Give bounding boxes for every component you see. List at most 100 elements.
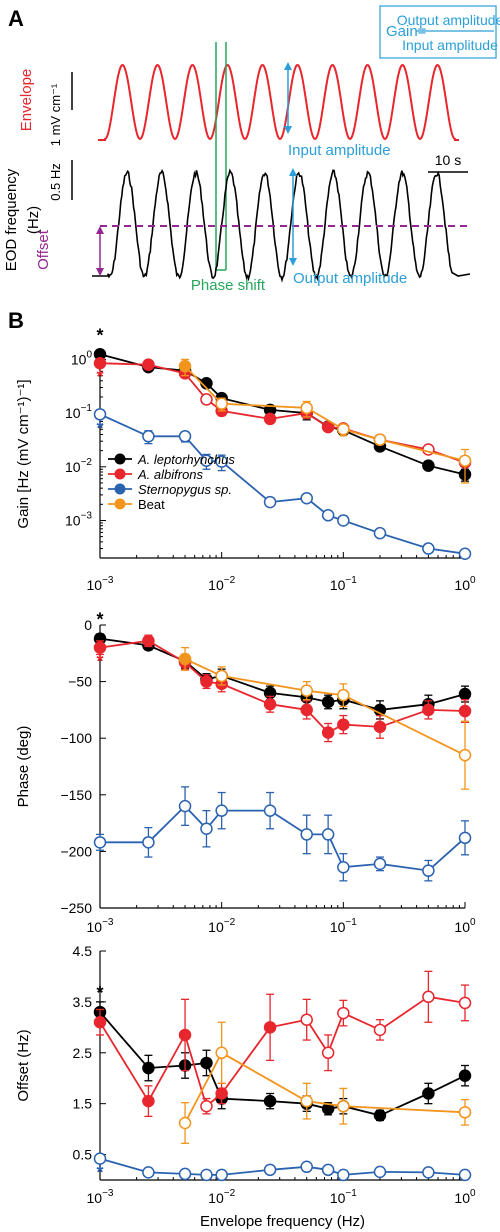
data-point — [458, 996, 472, 1010]
data-point — [321, 509, 335, 522]
legend-marker — [114, 453, 126, 465]
data-point — [142, 836, 155, 849]
series-line — [184, 365, 466, 462]
legend-label: Sternopygus sp. — [138, 482, 232, 497]
data-point — [178, 799, 192, 813]
data-point — [200, 1056, 213, 1070]
y-tick-label: 100 — [71, 349, 93, 367]
y-tick-label: 10−3 — [65, 510, 92, 528]
data-point — [422, 459, 435, 472]
x-tick-label: 10−1 — [330, 575, 357, 593]
gain-formula-numerator: Output amplitude — [397, 12, 500, 28]
series-line — [99, 1157, 466, 1176]
significance-star: * — [96, 325, 103, 345]
legend-item: Beat — [108, 497, 165, 512]
data-point — [142, 1094, 155, 1108]
eod-scale-label: 0.5 Hz — [48, 163, 63, 201]
data-point — [422, 1087, 435, 1100]
data-point — [337, 718, 350, 731]
data-point — [422, 703, 435, 717]
x-axis-label: Envelope frequency (Hz) — [200, 1213, 365, 1230]
data-point — [422, 864, 435, 877]
data-point — [263, 412, 277, 426]
data-point — [215, 455, 228, 468]
series-line — [100, 804, 466, 872]
data-point — [142, 1061, 155, 1075]
data-point — [373, 1165, 387, 1179]
data-point — [93, 1152, 107, 1165]
data-point — [200, 1099, 213, 1113]
legend-label: Beat — [138, 497, 165, 512]
y-tick-label: 3.5 — [73, 994, 93, 1010]
x-tick-label: 10−3 — [87, 1188, 114, 1206]
data-point — [373, 526, 387, 540]
data-point — [337, 1006, 350, 1020]
data-point — [300, 401, 313, 415]
data-point — [300, 1094, 313, 1108]
data-point — [458, 1168, 472, 1182]
data-point — [200, 1168, 213, 1182]
data-point — [458, 1069, 472, 1082]
significance-star: * — [96, 367, 103, 387]
data-point — [373, 1109, 387, 1122]
y-tick-label: −100 — [60, 730, 92, 746]
significance-star: * — [96, 610, 103, 630]
time-scale-label: 10 s — [435, 152, 461, 168]
envelope-label: Envelope — [18, 69, 35, 132]
data-point — [337, 688, 350, 702]
series-3 — [178, 1021, 472, 1145]
data-point — [215, 669, 228, 683]
y-tick-label: 10−2 — [65, 457, 92, 475]
data-point — [300, 828, 313, 841]
legend-marker — [114, 498, 126, 510]
data-point — [337, 514, 350, 527]
y-tick-label: 1.5 — [73, 1096, 93, 1112]
y-tick-label: −250 — [60, 900, 92, 916]
offset-label: Offset — [35, 229, 52, 270]
data-point — [321, 420, 335, 434]
data-point — [93, 408, 107, 421]
legend-label: A. albifrons — [137, 467, 204, 482]
data-point — [321, 726, 335, 739]
output-amplitude-arrow — [289, 168, 297, 266]
y-axis-label: Offset (Hz) — [15, 1029, 32, 1101]
data-point — [200, 393, 213, 406]
data-point — [142, 1166, 155, 1179]
data-point — [458, 454, 472, 467]
x-tick-label: 10−2 — [208, 917, 235, 935]
y-tick-label: 0.5 — [73, 1147, 93, 1163]
y-tick-label: 10−1 — [65, 403, 92, 421]
data-point — [178, 652, 192, 666]
data-point — [458, 547, 472, 560]
legend-item: A. leptorhynchus — [108, 452, 235, 467]
data-point — [263, 804, 277, 817]
y-tick-label: −50 — [68, 674, 92, 690]
eod-frequency-unit: (Hz) — [25, 206, 42, 234]
output-amplitude-label: Output amplitude — [293, 270, 407, 287]
gain-formula-box: Gain= Output amplitude Input amplitude — [379, 5, 500, 59]
data-point — [178, 359, 192, 373]
data-point — [200, 675, 213, 688]
data-point — [337, 860, 350, 874]
data-point — [422, 542, 435, 555]
gain-chart: 10−3 10−2 10−1 100 100 10−1 10−2 10−3 Gain [Hz (… — [15, 325, 476, 593]
data-point — [178, 1167, 192, 1181]
legend-item: A. albifrons — [108, 467, 204, 482]
data-point — [178, 1028, 192, 1042]
y-tick-label: 0 — [84, 617, 92, 633]
series-line — [99, 637, 466, 711]
data-point — [93, 1015, 107, 1029]
panel-a-label: A — [8, 6, 24, 31]
significance-star: * — [96, 1163, 103, 1183]
data-point — [300, 491, 313, 505]
series-3 — [178, 646, 472, 790]
legend-item: Sternopygus sp. — [108, 482, 232, 497]
data-point — [321, 1163, 335, 1177]
data-point — [458, 831, 472, 845]
gain-formula-denominator: Input amplitude — [402, 37, 498, 53]
envelope-scale-label: 1 mV cm⁻¹ — [48, 83, 63, 146]
envelope-trace — [98, 64, 459, 141]
y-tick-label: −200 — [60, 843, 92, 859]
